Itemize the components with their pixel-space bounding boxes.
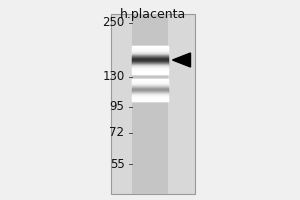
Bar	[111, 14, 195, 194]
Text: h.placenta: h.placenta	[120, 8, 186, 21]
Text: 72: 72	[110, 127, 124, 140]
Bar	[132, 14, 168, 194]
Polygon shape	[172, 53, 190, 67]
Text: 130: 130	[102, 71, 124, 84]
Text: 55: 55	[110, 158, 124, 170]
Text: 250: 250	[102, 17, 124, 29]
Text: 95: 95	[110, 100, 124, 114]
